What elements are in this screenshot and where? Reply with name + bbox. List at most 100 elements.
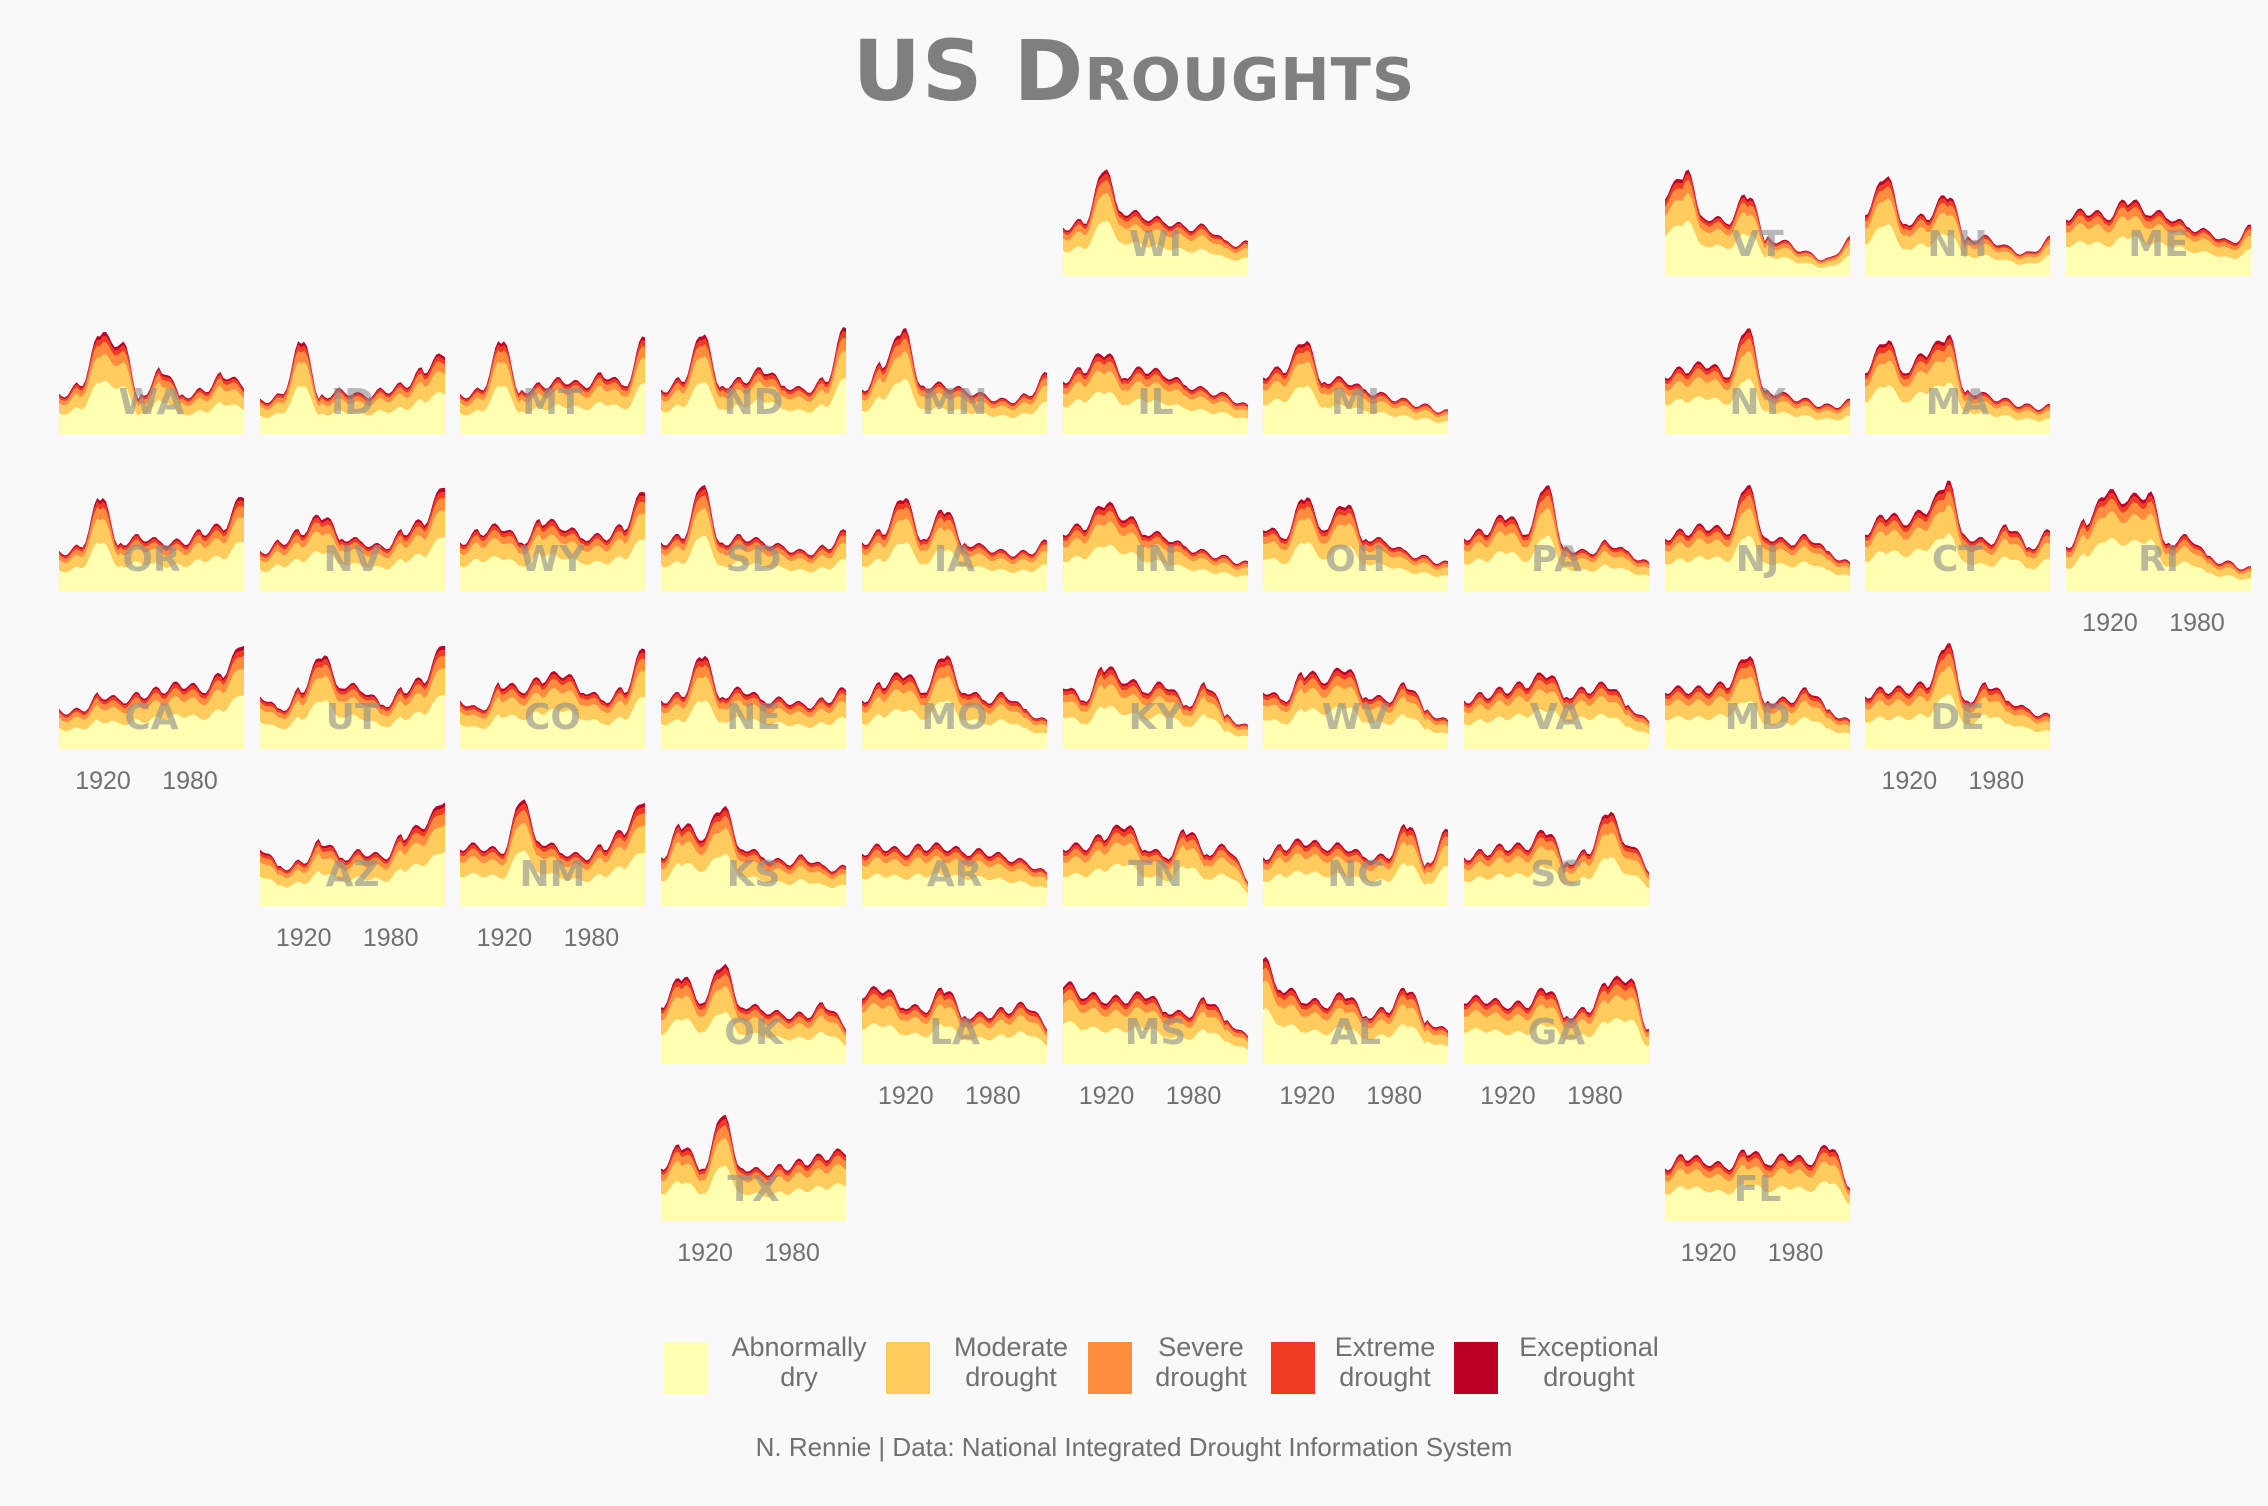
area-nd-severe-drought [661,337,847,402]
state-panel-wy: WY [460,475,646,591]
state-panel-va: VA [1463,633,1649,749]
area-al-moderate-drought [1263,979,1449,1047]
state-label-pa: PA [1531,539,1582,580]
area-ia-moderate-drought [861,518,1047,574]
legend-label: Moderate drought [953,1332,1069,1392]
state-chart-tn: TN [1062,824,1248,906]
area-ky-severe-drought [1062,673,1248,730]
state-label-wa: WA [119,382,185,423]
area-co-moderate-drought [460,670,646,729]
state-chart-ne: NE [661,655,847,749]
state-label-in: IN [1133,539,1177,580]
area-sd-extreme-drought [661,489,847,560]
area-ms-severe-drought [1062,989,1248,1042]
area-co-exceptional-drought [460,647,646,712]
legend: Abnormally dry Moderate drought Severe dro… [0,1330,2268,1410]
area-nv-severe-drought [259,498,445,563]
area-ne-abnormally-dry [661,700,847,749]
area-ny-abnormally-dry [1664,378,1850,434]
state-label-sd: SD [726,539,782,580]
state-label-mo: MO [921,697,987,738]
area-mn-abnormally-dry [861,378,1047,434]
state-panel-in: IN [1062,475,1248,591]
state-label-oh: OH [1325,539,1386,580]
area-ar-abnormally-dry [861,872,1047,906]
state-label-nd: ND [724,382,784,423]
area-vt-exceptional-drought [1664,169,1850,262]
area-pa-abnormally-dry [1463,536,1649,591]
state-label-ut: UT [325,697,379,738]
state-label-ga: GA [1528,1012,1586,1053]
area-ct-severe-drought [1865,491,2051,559]
area-vt-abnormally-dry [1664,220,1850,276]
area-wy-extreme-drought [460,495,646,550]
state-label-la: LA [929,1012,980,1053]
area-al-abnormally-dry [1263,1007,1449,1064]
area-ri-severe-drought [2066,499,2251,575]
state-panel-or: OR [59,475,244,591]
area-mt-moderate-drought [460,357,646,415]
area-nv-abnormally-dry [259,537,445,591]
area-wv-extreme-drought [1263,670,1449,723]
state-label-ca: CA [124,697,178,738]
state-panel-ct: CT [1865,475,2051,591]
state-chart-nj: NJ [1664,484,1850,591]
area-nh-moderate-drought [1865,198,2051,265]
state-label-va: VA [1530,697,1583,738]
legend-swatch [886,1342,930,1394]
area-md-abnormally-dry [1664,700,1850,749]
state-chart-or: OR [59,496,244,591]
area-md-exceptional-drought [1664,655,1850,721]
area-mi-severe-drought [1263,349,1449,417]
area-ca-exceptional-drought [59,645,244,716]
area-ar-exceptional-drought [861,842,1047,875]
area-ut-abnormally-dry [259,694,445,749]
x-tick-ga-1920: 1920 [1480,1081,1536,1110]
area-mi-exceptional-drought [1263,340,1449,413]
state-panel-ut: UT [259,633,445,749]
legend-label: Extreme drought [1334,1332,1436,1392]
area-la-moderate-drought [861,1002,1047,1046]
area-fl-exceptional-drought [1664,1144,1850,1190]
area-mn-severe-drought [861,338,1047,410]
state-label-ks: KS [727,854,781,895]
state-chart-az: AZ [259,802,445,906]
state-panel-ar: AR [861,790,1047,906]
area-md-severe-drought [1664,664,1850,726]
area-in-exceptional-drought [1062,501,1248,566]
state-label-or: OR [122,539,180,580]
state-panel-il: IL [1062,318,1248,434]
area-ne-moderate-drought [661,675,847,728]
area-tx-moderate-drought [661,1138,847,1198]
area-az-abnormally-dry [259,852,445,906]
state-chart-ky: KY [1062,665,1248,749]
area-co-abnormally-dry [460,696,646,749]
state-panel-wi: WI [1062,160,1248,276]
area-ca-extreme-drought [59,649,244,718]
area-ri-extreme-drought [2066,493,2251,572]
area-al-severe-drought [1263,967,1449,1038]
area-ca-severe-drought [59,655,244,722]
area-oh-moderate-drought [1263,517,1449,577]
x-tick-ca-1980: 1980 [162,766,218,795]
area-sd-moderate-drought [661,508,847,573]
state-panel-ok: OK [661,948,847,1064]
state-chart-nv: NV [259,487,445,591]
state-chart-sc: SC [1463,811,1649,906]
state-chart-ks: KS [661,805,847,906]
state-chart-pa: PA [1463,485,1649,591]
area-nh-abnormally-dry [1865,224,2051,276]
area-nc-severe-drought [1263,832,1449,875]
state-chart-me: ME [2066,199,2251,276]
area-oh-abnormally-dry [1263,542,1449,591]
area-wv-abnormally-dry [1263,706,1449,749]
state-chart-oh: OH [1263,497,1449,591]
area-id-moderate-drought [259,361,445,418]
area-me-moderate-drought [2066,216,2251,259]
area-wa-moderate-drought [59,353,244,416]
area-il-moderate-drought [1062,370,1248,419]
area-wy-severe-drought [460,501,646,556]
area-ar-severe-drought [861,848,1047,881]
state-chart-al: AL [1263,956,1449,1064]
area-pa-moderate-drought [1463,508,1649,576]
